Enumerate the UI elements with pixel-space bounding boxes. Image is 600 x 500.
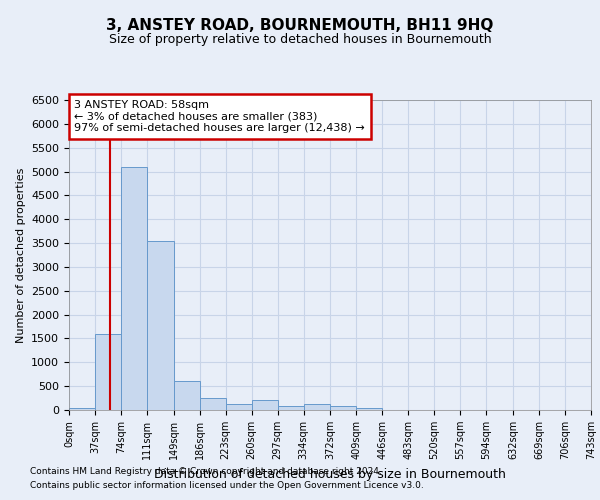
Text: Contains public sector information licensed under the Open Government Licence v3: Contains public sector information licen… <box>30 481 424 490</box>
Bar <box>356 408 382 410</box>
Bar <box>278 406 304 410</box>
Text: 3 ANSTEY ROAD: 58sqm
← 3% of detached houses are smaller (383)
97% of semi-detac: 3 ANSTEY ROAD: 58sqm ← 3% of detached ho… <box>74 100 365 133</box>
Bar <box>147 240 173 410</box>
X-axis label: Distribution of detached houses by size in Bournemouth: Distribution of detached houses by size … <box>154 468 506 480</box>
Bar <box>251 400 278 410</box>
Y-axis label: Number of detached properties: Number of detached properties <box>16 168 26 342</box>
Bar <box>69 408 95 410</box>
Bar <box>95 334 121 410</box>
Text: Contains HM Land Registry data © Crown copyright and database right 2024.: Contains HM Land Registry data © Crown c… <box>30 467 382 476</box>
Text: Size of property relative to detached houses in Bournemouth: Size of property relative to detached ho… <box>109 32 491 46</box>
Text: 3, ANSTEY ROAD, BOURNEMOUTH, BH11 9HQ: 3, ANSTEY ROAD, BOURNEMOUTH, BH11 9HQ <box>106 18 494 32</box>
Bar <box>200 398 226 410</box>
Bar <box>304 404 331 410</box>
Bar <box>331 406 356 410</box>
Bar <box>173 382 200 410</box>
Bar <box>226 404 251 410</box>
Bar <box>121 167 147 410</box>
